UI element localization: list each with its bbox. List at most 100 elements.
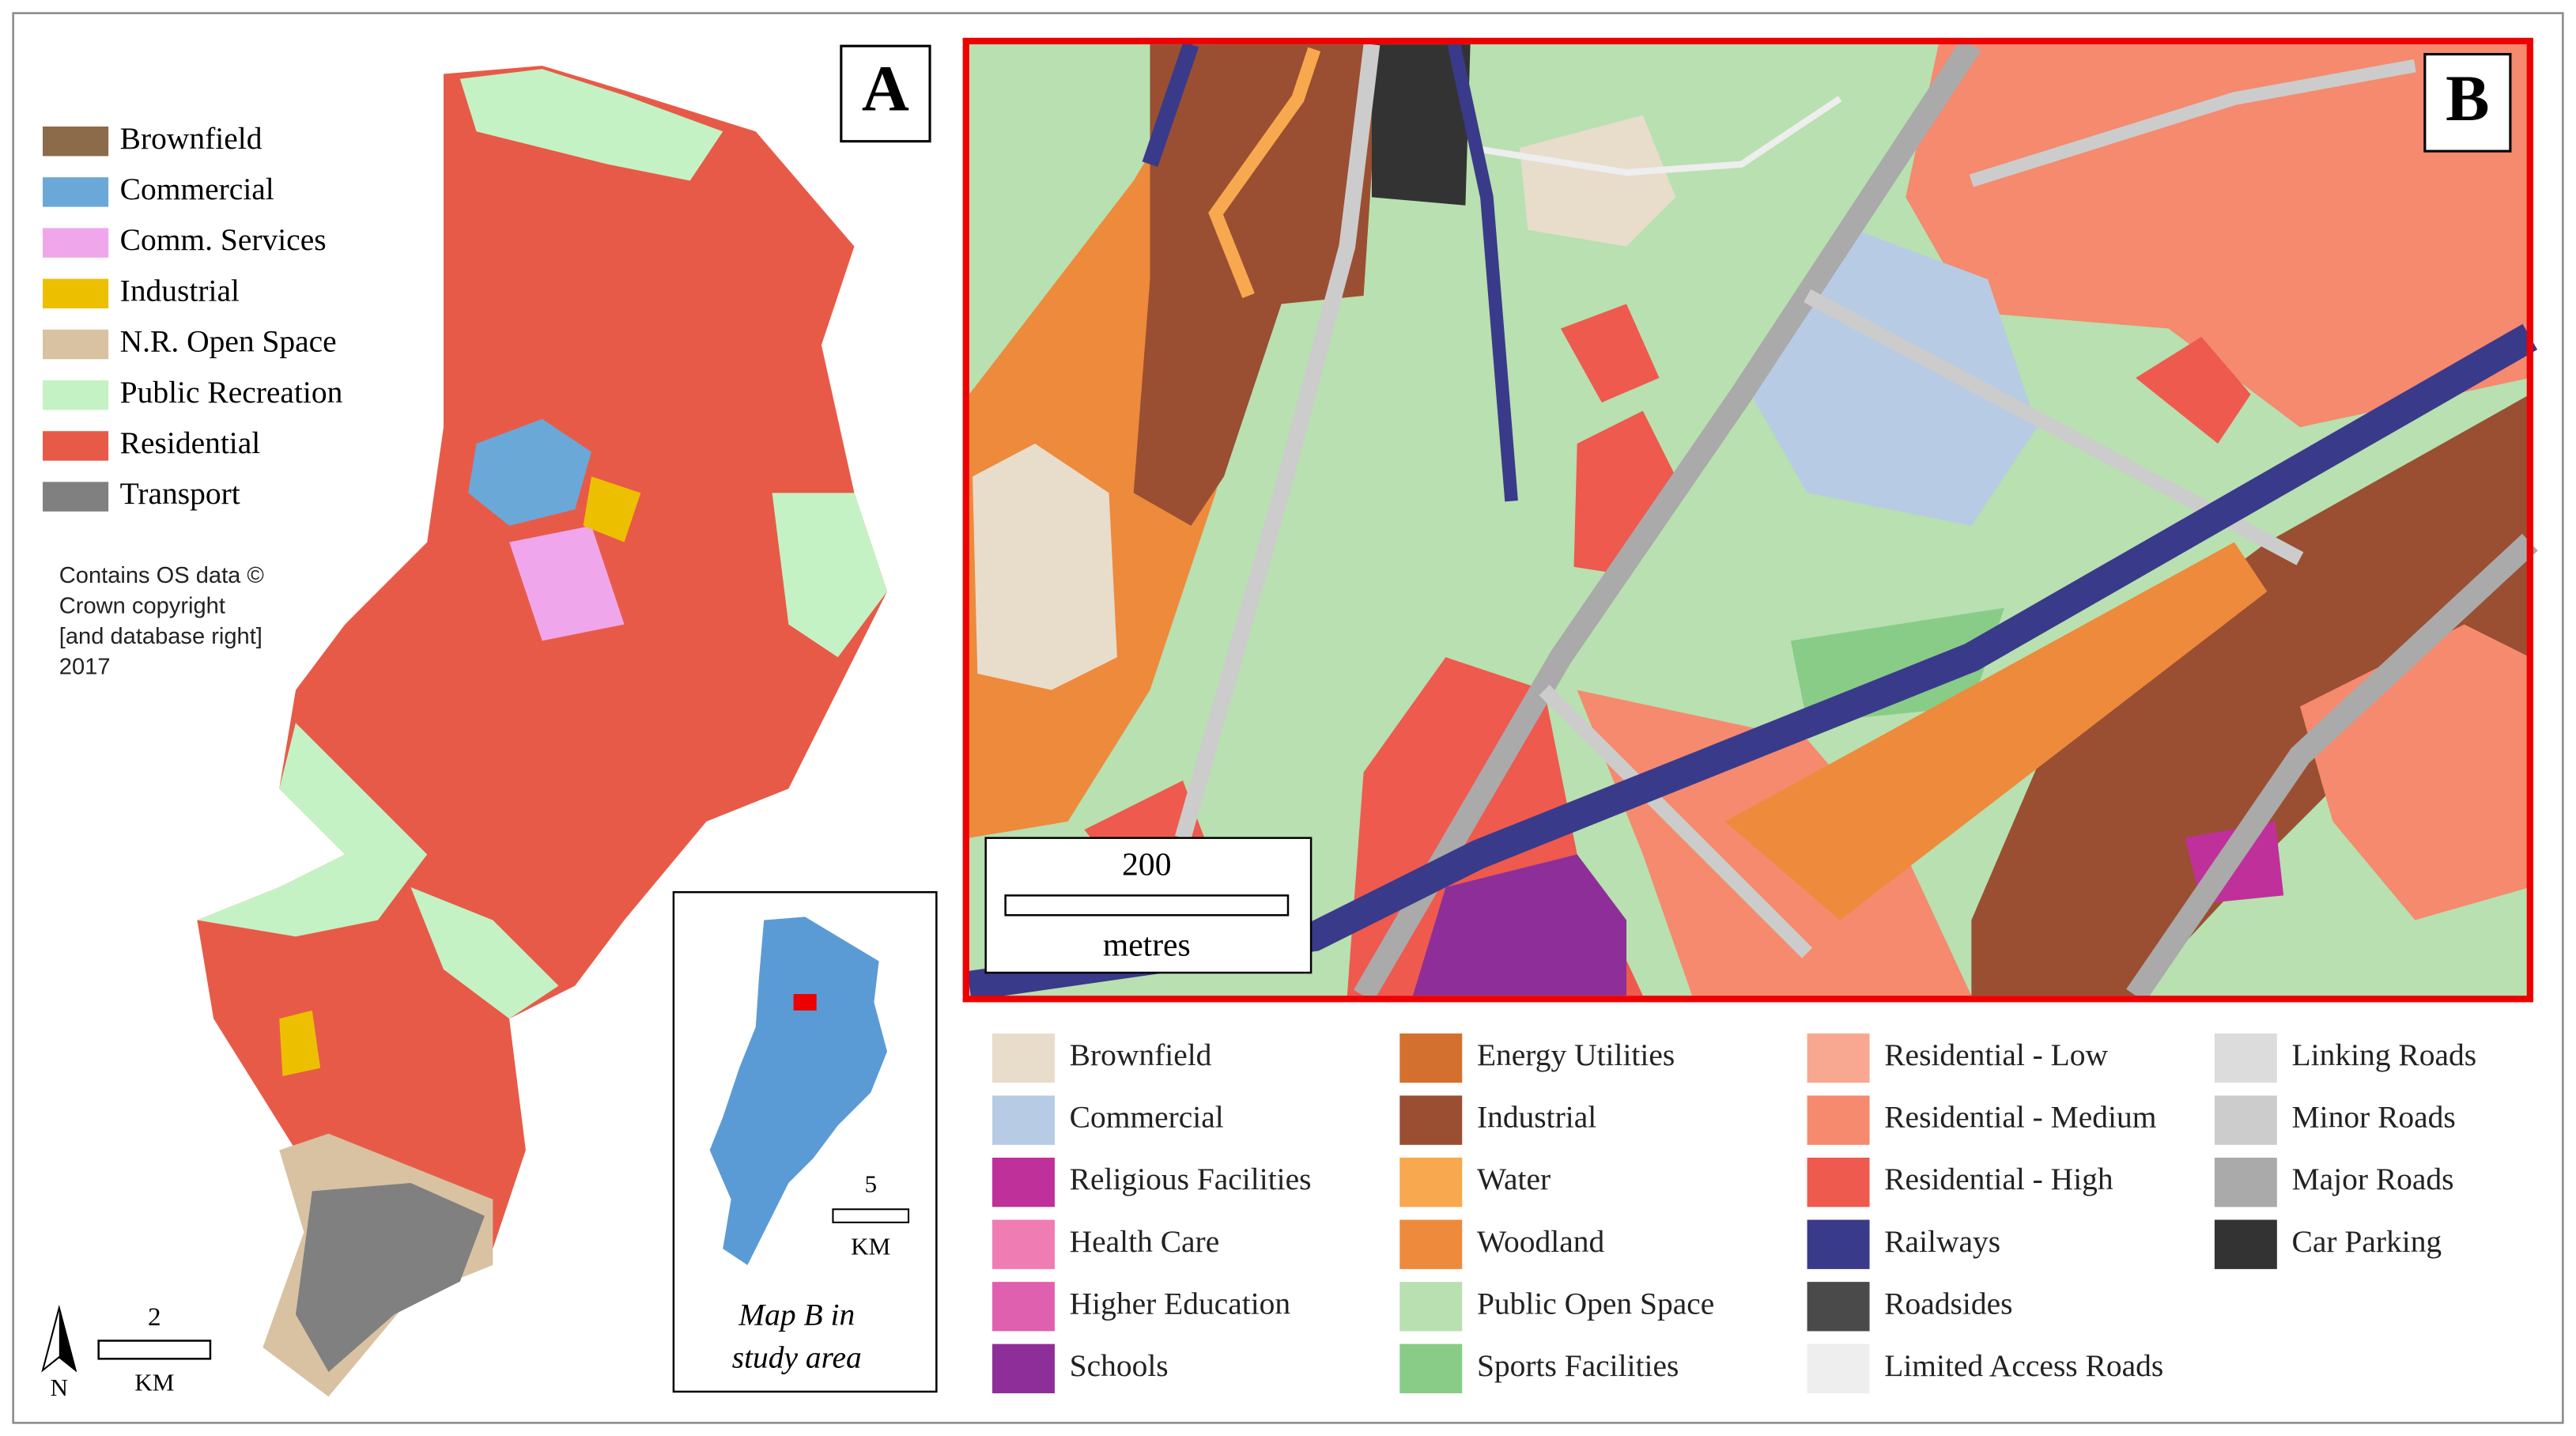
residential-high — [1573, 410, 1676, 576]
minor-road — [1539, 685, 1813, 958]
legend-label: Residential — [120, 425, 261, 460]
legend-swatch — [991, 1219, 1055, 1269]
industrial-area — [583, 476, 641, 542]
car-parking — [1371, 44, 1471, 206]
legend-label: Brownfield — [120, 121, 263, 156]
legend-label: Schools — [1070, 1348, 1169, 1383]
inset-caption: Map B in — [738, 1297, 855, 1332]
legend-swatch — [2214, 1033, 2277, 1083]
legend-swatch — [43, 380, 109, 410]
recreation-area — [410, 887, 559, 1019]
major-road — [1354, 38, 1981, 1002]
legend-label: Public Open Space — [1477, 1286, 1714, 1321]
map-b-frame — [962, 37, 2533, 1003]
railway — [1447, 43, 1518, 502]
legend-label: Brownfield — [1070, 1037, 1212, 1072]
legend-swatch — [2214, 1158, 2277, 1207]
legend-label: Car Parking — [2292, 1224, 2442, 1259]
legend-swatch — [1399, 1343, 1463, 1393]
industrial — [1133, 44, 1381, 526]
limited-road — [1469, 96, 1842, 176]
legend-swatch — [991, 1158, 1055, 1207]
legend-label: Health Care — [1070, 1224, 1220, 1259]
legend-label: Commercial — [120, 172, 274, 206]
scale-unit: KM — [134, 1369, 174, 1396]
legend-label: Major Roads — [2292, 1162, 2454, 1196]
recreation-area — [197, 723, 428, 937]
legend-label: N.R. Open Space — [120, 324, 337, 359]
legend-swatch — [1399, 1033, 1463, 1083]
legend-label: Residential - High — [1884, 1162, 2113, 1196]
legend-label: Industrial — [1477, 1100, 1596, 1135]
legend-swatch — [1807, 1343, 1870, 1393]
scale-value: 200 — [1122, 846, 1171, 882]
credit-line: 2017 — [59, 654, 111, 679]
legend-swatch — [1399, 1282, 1463, 1332]
legend-swatch — [2214, 1095, 2277, 1145]
scale-value: 2 — [148, 1302, 161, 1332]
legend-swatch — [43, 177, 109, 207]
legend-swatch — [43, 126, 109, 157]
legend-swatch — [991, 1343, 1055, 1393]
minor-road — [1969, 59, 2416, 187]
legend-label: Commercial — [1070, 1100, 1224, 1135]
legend-label: Water — [1477, 1162, 1551, 1196]
legend-swatch — [991, 1033, 1055, 1083]
scale-bar — [97, 1340, 212, 1360]
legend-label: Comm. Services — [120, 222, 327, 257]
residential-high — [2136, 336, 2251, 444]
legend-label: Linking Roads — [2292, 1037, 2477, 1072]
legend-swatch — [43, 431, 109, 461]
transport-area — [296, 1183, 485, 1372]
map-b-location — [793, 994, 817, 1011]
legend-swatch — [1807, 1095, 1870, 1145]
legend-swatch — [1807, 1219, 1870, 1269]
legend-label: Higher Education — [1070, 1286, 1291, 1321]
legend-swatch — [43, 329, 109, 360]
legend-swatch — [1807, 1282, 1870, 1332]
industrial-area — [279, 1010, 321, 1076]
scale-value: 5 — [864, 1170, 877, 1197]
legend-swatch — [991, 1095, 1055, 1145]
credit-line: Contains OS data © — [59, 563, 264, 588]
brownfield — [973, 444, 1117, 690]
legend-label: Minor Roads — [2292, 1100, 2456, 1135]
credit: Contains OS data © Crown copyright [and da… — [59, 563, 264, 679]
major-road — [2126, 534, 2538, 1003]
label-box — [840, 44, 931, 143]
legend-label: Roadsides — [1884, 1286, 2012, 1321]
legend-a: Brownfield Commercial Comm. Services Indust… — [43, 121, 343, 512]
railway — [1142, 41, 1199, 168]
legend-swatch — [1399, 1219, 1463, 1269]
scale-unit: metres — [1103, 926, 1191, 962]
legend-swatch — [43, 228, 109, 258]
scale-unit: KM — [851, 1232, 890, 1260]
legend-swatch — [1807, 1033, 1870, 1083]
legend-label: Residential - Low — [1884, 1037, 2108, 1072]
schools — [1412, 854, 1627, 996]
residential-medium — [1906, 44, 2530, 428]
map-label: B — [2446, 62, 2489, 134]
map-label: A — [862, 52, 909, 125]
legend-swatch — [1399, 1095, 1463, 1145]
legend-b: Brownfield Commercial Religious Facilities… — [991, 1033, 2477, 1393]
legend-swatch — [1807, 1158, 1870, 1207]
map-a — [197, 66, 888, 1397]
brownfield — [1519, 115, 1676, 247]
commercial-area — [468, 418, 592, 526]
map-b — [967, 38, 2538, 1003]
north-label: N — [51, 1374, 69, 1401]
inset-caption: study area — [732, 1340, 862, 1374]
credit-line: Crown copyright — [59, 593, 225, 618]
legend-label: Railways — [1884, 1224, 2000, 1259]
legend-label: Sports Facilities — [1477, 1348, 1679, 1383]
inset-area — [709, 916, 888, 1265]
recreation-area — [772, 493, 888, 658]
industrial — [1971, 394, 2530, 996]
services-area — [509, 525, 625, 641]
water — [1208, 47, 1321, 299]
credit-line: [and database right] — [59, 624, 263, 649]
legend-label: Transport — [120, 476, 240, 511]
legend-label: Public Recreation — [120, 375, 343, 410]
